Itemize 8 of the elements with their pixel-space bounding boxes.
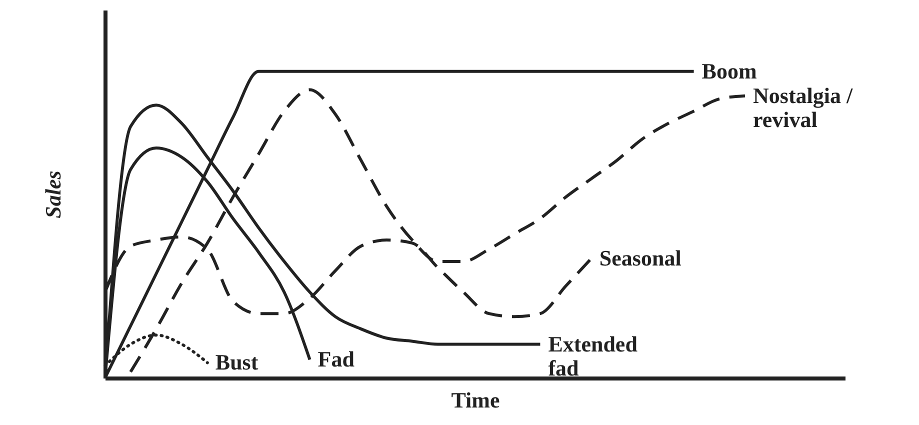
series-label: Boom xyxy=(702,58,757,84)
y-axis-title: Sales xyxy=(40,170,66,218)
x-axis-title: Time xyxy=(451,388,500,412)
series-label: Bust xyxy=(215,350,259,375)
series-label: Seasonal xyxy=(599,245,682,270)
series-label: Nostalgia / revival xyxy=(753,82,854,132)
series-label: Extended fad xyxy=(548,331,638,380)
series-label: Fad xyxy=(318,346,354,372)
